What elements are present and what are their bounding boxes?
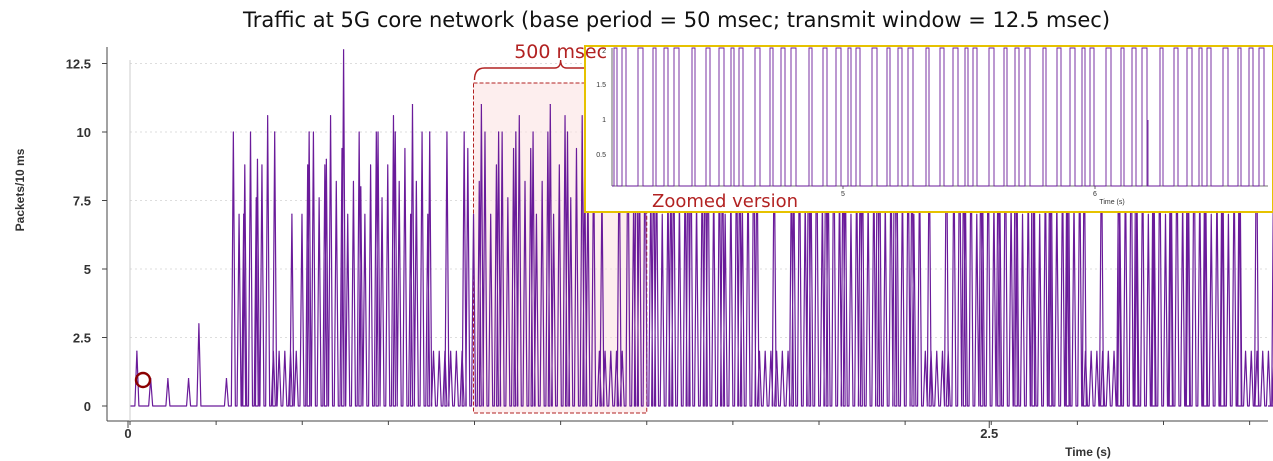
data-point [429,131,431,133]
x-axis-label: Time (s) [1065,445,1111,459]
inset-x-tick-label: 6 [1093,191,1097,198]
data-point [566,131,569,133]
data-point [225,378,228,380]
annotations: 500 msec Zoomed version [514,41,798,212]
y-axis-label: Packets/10 ms [13,148,27,231]
inset-label: Zoomed version [652,191,798,212]
data-point [377,131,379,133]
data-point [515,131,517,133]
data-point [498,131,500,133]
data-point [274,131,276,133]
inset-x-tick-label: 5 [841,191,845,198]
data-point [463,131,465,133]
data-point [394,131,396,133]
inset-series [612,47,1265,187]
x-tick-label: 2.5 [980,426,998,441]
data-point [360,186,362,188]
y-tick-label: 12.5 [66,57,91,72]
marker-circle [134,371,152,389]
inset-y-tick-label: 2 [602,48,606,55]
data-point [187,378,190,380]
data-point [198,323,200,325]
data-point [549,104,551,106]
data-point [243,213,245,215]
data-point [480,104,482,106]
data-point [532,131,534,133]
data-point [136,350,138,352]
y-tick-label: 10 [77,125,91,140]
data-point [291,213,293,215]
data-point [308,131,310,133]
inset-y-tick-label: 0.5 [596,152,606,159]
inset-y-tick-label: 1 [602,117,606,124]
inset-y-tick-label: 1.5 [596,82,606,89]
x-tick-label: 0 [124,426,131,441]
start-marker-circle [134,371,152,389]
y-tick-label: 5 [84,262,91,277]
data-point [325,158,327,160]
y-axis-ticks: 0 2.5 5 7.5 10 12.5 [66,57,107,414]
data-point [342,49,345,51]
data-point [446,131,448,133]
data-point [411,104,414,106]
y-tick-label: 7.5 [73,194,91,209]
inset-x-label: Time (s) [1099,199,1124,206]
data-point [167,378,169,380]
y-tick-label: 0 [84,399,91,414]
x-axis-ticks: 02.55 [124,421,998,441]
chart-title: Traffic at 5G core network (base period … [242,8,1111,32]
data-point [256,158,259,160]
window-label: 500 msec [514,41,607,63]
y-tick-label: 2.5 [73,331,91,346]
axes [106,47,1268,425]
